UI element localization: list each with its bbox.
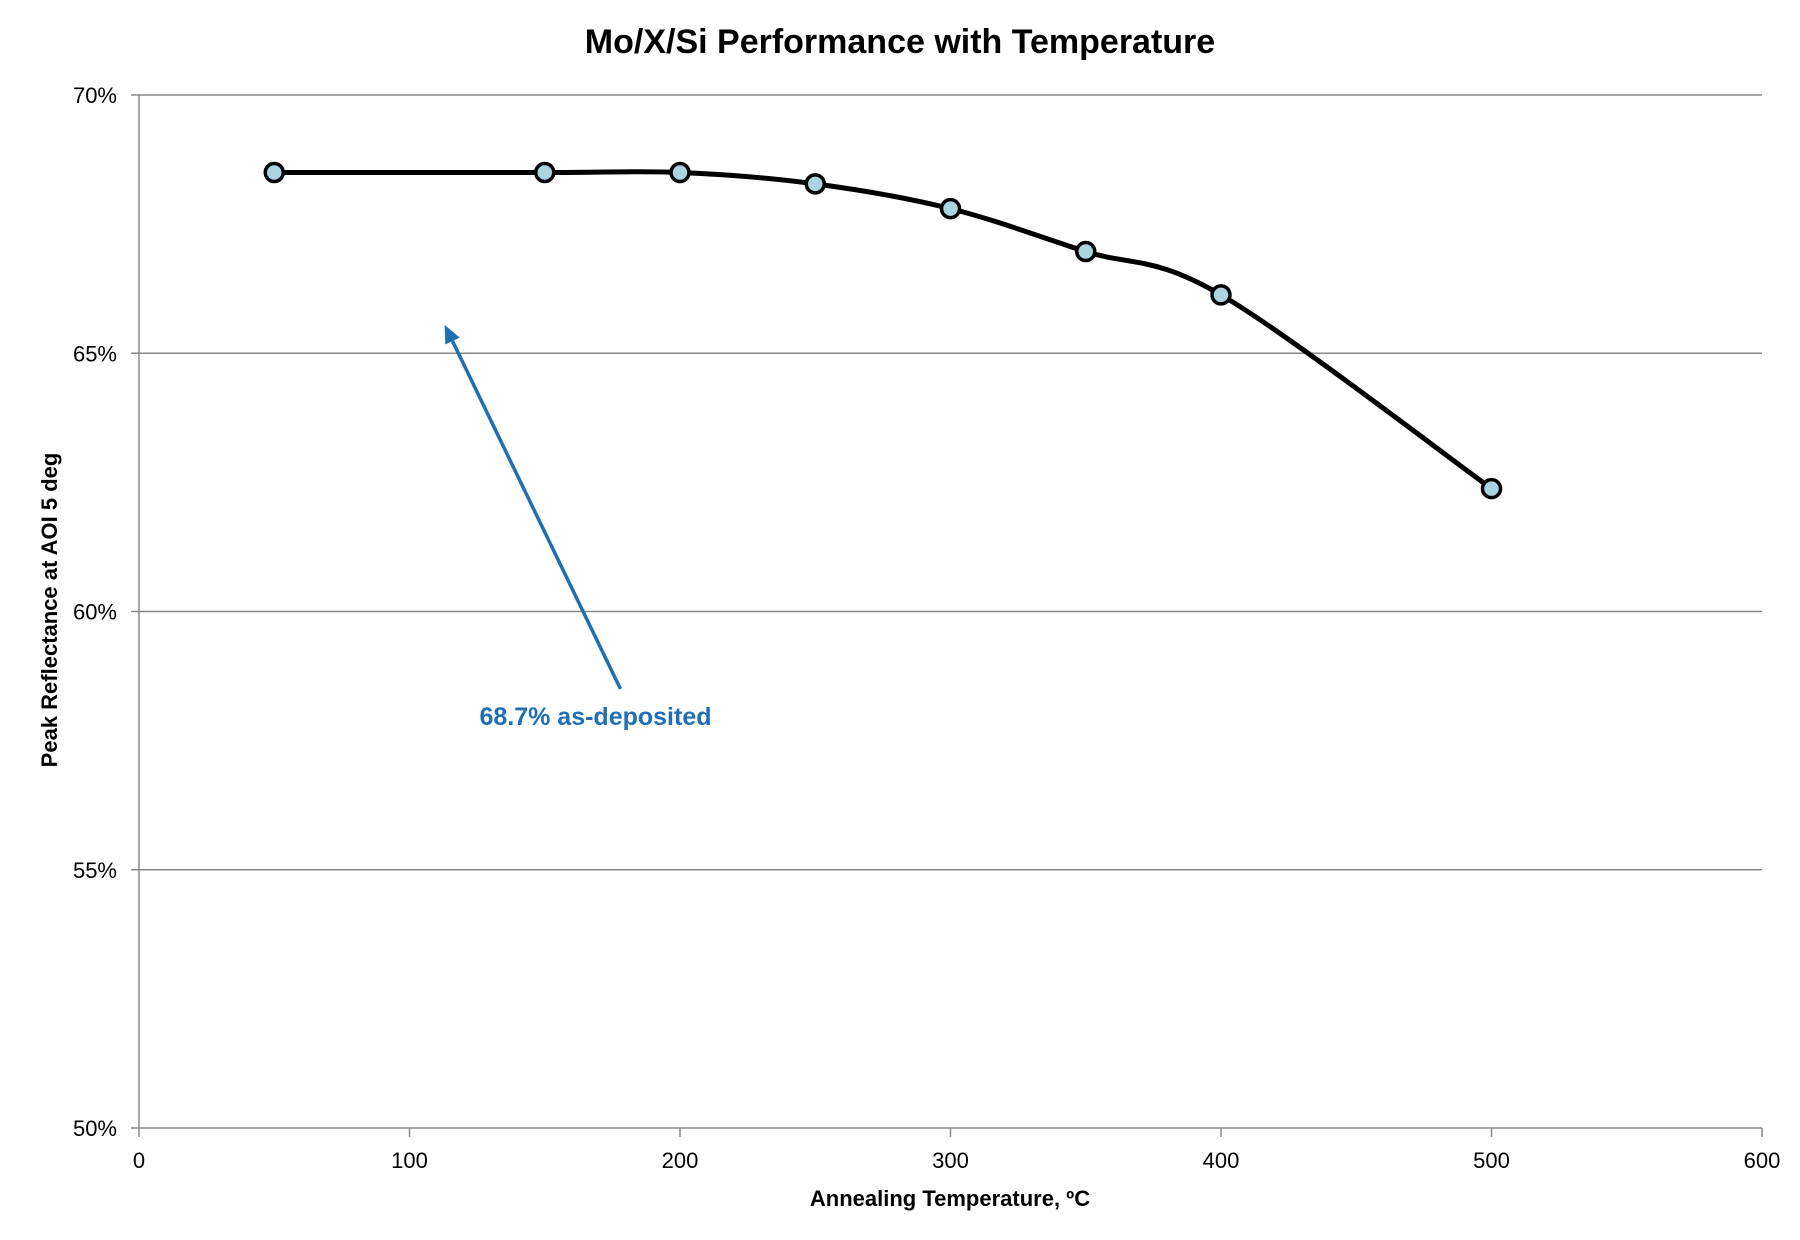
- annotation: 68.7% as-deposited: [444, 324, 712, 731]
- data-point: [263, 161, 285, 184]
- y-axis-title: Peak Reflectance at AOI 5 deg: [37, 453, 62, 768]
- data-point: [1210, 284, 1232, 306]
- x-axis-title: Annealing Temperature, ºC: [810, 1186, 1090, 1211]
- x-tick-label: 400: [1203, 1148, 1240, 1173]
- annotation-arrow-shaft: [450, 340, 623, 690]
- data-point: [669, 161, 691, 184]
- y-tick-label: 55%: [73, 858, 117, 883]
- gridlines: [139, 94, 1762, 871]
- x-tick-label: 100: [391, 1148, 428, 1173]
- y-tick-label: 65%: [73, 341, 117, 366]
- y-tick-label: 50%: [73, 1116, 117, 1141]
- data-point: [1480, 477, 1503, 500]
- x-tick-label: 300: [932, 1148, 969, 1173]
- x-tick-label: 200: [662, 1148, 699, 1173]
- series-line: [274, 169, 1493, 491]
- data-point: [1075, 240, 1097, 263]
- axes: 50% 55% 60% 65% 70% 0 100 200 300 400 500 600: [73, 83, 1780, 1173]
- x-tick-label: 600: [1744, 1148, 1781, 1173]
- data-point: [804, 173, 826, 195]
- data-point: [939, 197, 962, 220]
- data-point: [534, 161, 556, 184]
- data-series: [274, 169, 1493, 491]
- annotation-label: 68.7% as-deposited: [479, 703, 711, 731]
- y-tick-label: 60%: [73, 600, 117, 625]
- x-tick-label: 500: [1473, 1148, 1510, 1173]
- x-tick-label: 0: [133, 1148, 145, 1173]
- y-tick-label: 70%: [73, 83, 117, 108]
- chart-title: Mo/X/Si Performance with Temperature: [585, 23, 1215, 61]
- data-markers: [263, 161, 1503, 500]
- annotation-arrow-head: [444, 324, 460, 345]
